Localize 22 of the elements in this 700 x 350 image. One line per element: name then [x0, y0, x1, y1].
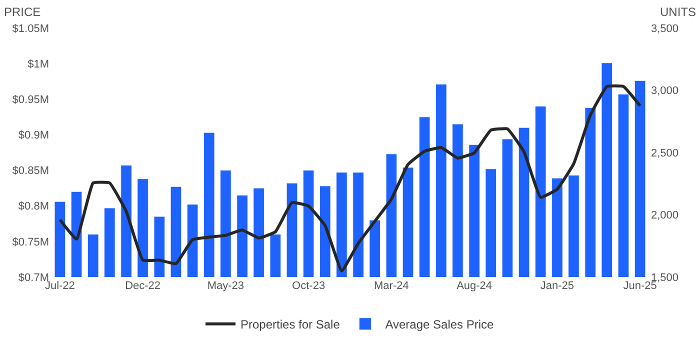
y-tick-label: $0.9M [18, 130, 49, 142]
y-tick-label: $0.8M [18, 200, 49, 213]
legend-label: Average Sales Price [385, 318, 494, 332]
y2-axis-title: UNITS [660, 5, 696, 19]
x-tick-label: Jan-25 [540, 280, 574, 292]
y-tick-label: $1M [28, 58, 49, 70]
y-axis-title: PRICE [4, 5, 41, 19]
line-series [58, 84, 642, 272]
y2-tick-label: 3,000 [651, 85, 679, 98]
x-tick-label: Mar-24 [374, 280, 409, 292]
y2-tick-label: 3,500 [651, 22, 679, 35]
y-tick-label: $0.85M [12, 165, 49, 178]
x-tick-label: Dec-22 [125, 280, 161, 292]
x-tick-label: Oct-23 [292, 280, 326, 292]
legend-label: Properties for Sale [240, 318, 340, 332]
y-tick-label: $0.75M [12, 236, 49, 248]
x-tick-label: Aug-24 [456, 280, 492, 292]
y2-tick-label: 2,000 [651, 210, 679, 222]
x-tick-label: May-23 [207, 280, 244, 292]
y-tick-label: $1.05M [12, 22, 49, 35]
y2-tick-label: 2,500 [651, 147, 679, 160]
y-tick-label: $0.95M [12, 94, 49, 106]
